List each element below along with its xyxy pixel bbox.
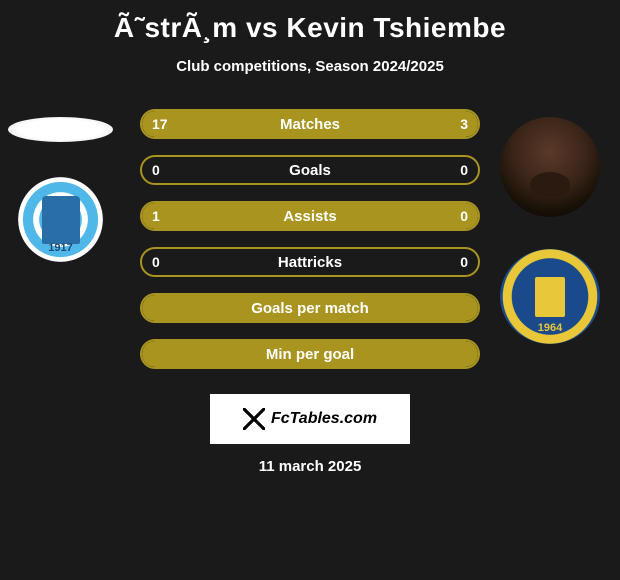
branding-box[interactable]: FcTables.com	[210, 394, 410, 444]
stat-label: Goals per match	[142, 295, 478, 321]
stat-row: 10Assists	[140, 201, 480, 231]
stat-label: Hattricks	[142, 249, 478, 275]
club-left-year: 1917	[18, 242, 103, 254]
stat-label: Assists	[142, 203, 478, 229]
comparison-subtitle: Club competitions, Season 2024/2025	[0, 58, 620, 75]
stat-row: Goals per match	[140, 293, 480, 323]
club-right-year: 1964	[500, 322, 600, 334]
stat-row: 173Matches	[140, 109, 480, 139]
stat-row: 00Hattricks	[140, 247, 480, 277]
fctables-logo-icon	[243, 408, 265, 430]
update-date: 11 march 2025	[0, 458, 620, 475]
stat-label: Min per goal	[142, 341, 478, 367]
stat-row: Min per goal	[140, 339, 480, 369]
stat-bars: 173Matches 00Goals 10Assists 00Hattricks Goa…	[140, 109, 480, 385]
club-right-tower-icon	[535, 277, 565, 317]
stat-row: 00Goals	[140, 155, 480, 185]
club-left-badge: 1917	[18, 177, 103, 262]
player-left-avatar	[8, 117, 113, 142]
stat-label: Goals	[142, 157, 478, 183]
club-left-shield-icon	[42, 196, 80, 244]
branding-text: FcTables.com	[271, 410, 377, 428]
stat-label: Matches	[142, 111, 478, 137]
club-right-badge: 1964	[500, 249, 600, 344]
player-right-avatar	[500, 117, 600, 217]
comparison-title: Ã˜strÃ¸m vs Kevin Tshiembe	[0, 0, 620, 44]
